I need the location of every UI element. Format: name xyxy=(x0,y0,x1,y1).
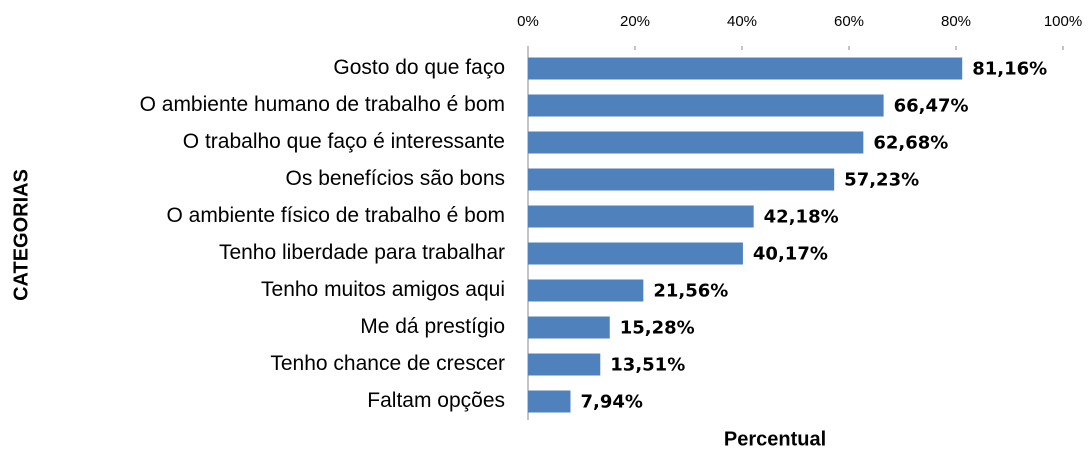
bar xyxy=(528,131,864,154)
bar xyxy=(528,94,884,117)
value-label: 42,18% xyxy=(764,207,839,228)
value-label: 15,28% xyxy=(620,318,695,339)
value-label: 7,94% xyxy=(580,392,642,413)
value-label: 13,51% xyxy=(610,355,685,376)
bar xyxy=(528,205,754,228)
category-label: Os benefícios são bons xyxy=(286,167,505,190)
value-label: 62,68% xyxy=(873,133,948,154)
bar xyxy=(528,242,743,265)
x-tick-label: 40% xyxy=(727,13,757,30)
bar xyxy=(528,57,963,80)
y-axis-title: CATEGORIAS xyxy=(10,169,32,301)
bar xyxy=(528,353,601,376)
value-label: 81,16% xyxy=(972,59,1047,80)
x-tick-label: 100% xyxy=(1044,13,1082,30)
x-tick-label: 80% xyxy=(941,13,971,30)
value-label: 40,17% xyxy=(753,244,828,265)
category-label: Tenho muitos amigos aqui xyxy=(261,278,505,301)
value-label: 57,23% xyxy=(844,170,919,191)
category-label: Gosto do que faço xyxy=(333,56,505,79)
bar xyxy=(528,390,571,413)
category-label: O ambiente físico de trabalho é bom xyxy=(166,204,505,227)
category-label: Tenho liberdade para trabalhar xyxy=(219,241,505,264)
value-label: 66,47% xyxy=(894,96,969,117)
bar xyxy=(528,168,835,191)
category-label: O trabalho que faço é interessante xyxy=(183,130,505,153)
category-label: Me dá prestígio xyxy=(360,315,505,338)
category-label: O ambiente humano de trabalho é bom xyxy=(140,93,505,116)
category-label: Faltam opções xyxy=(367,389,505,412)
x-axis-title: Percentual xyxy=(724,428,826,450)
category-label: Tenho chance de crescer xyxy=(270,352,505,375)
x-tick-label: 0% xyxy=(517,13,539,30)
x-tick-label: 20% xyxy=(620,13,650,30)
bar xyxy=(528,279,644,302)
value-label: 21,56% xyxy=(653,281,728,302)
bar xyxy=(528,316,610,339)
x-tick-label: 60% xyxy=(834,13,864,30)
